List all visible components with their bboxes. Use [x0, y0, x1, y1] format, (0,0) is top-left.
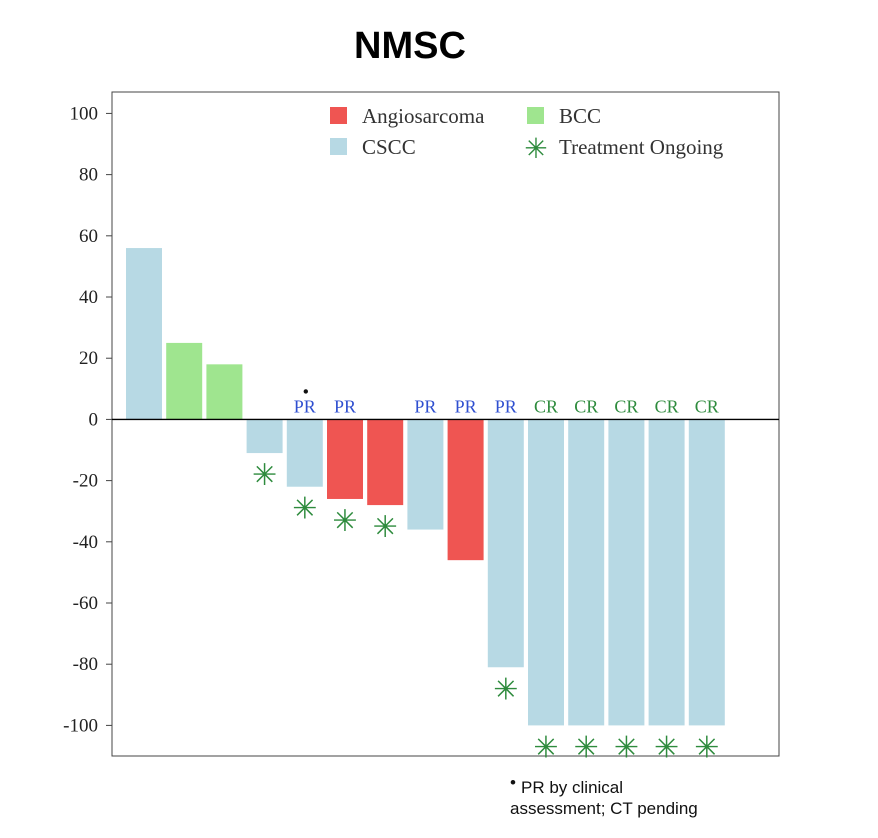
- bar-cscc: [246, 419, 283, 454]
- plot-frame: [111, 91, 780, 757]
- treatment-ongoing-icon: ✳: [614, 730, 639, 765]
- treatment-ongoing-icon: ✳: [694, 730, 719, 765]
- treatment-ongoing-icon: ✳: [654, 730, 679, 765]
- legend-label: CSCC: [362, 135, 416, 159]
- treatment-ongoing-icon: ✳: [373, 510, 398, 545]
- y-tick-label: 100: [70, 103, 99, 124]
- bar-cscc: [648, 419, 685, 726]
- response-label: PR: [334, 396, 356, 416]
- response-label: CR: [655, 396, 679, 416]
- response-label: CR: [614, 396, 638, 416]
- y-tick-label: 40: [79, 287, 98, 308]
- legend-label: BCC: [559, 104, 601, 128]
- footnote: • PR by clinical assessment; CT pending: [510, 773, 698, 818]
- bar-cscc: [608, 419, 645, 726]
- bar-cscc: [126, 248, 162, 420]
- footnote-line: PR by clinical: [521, 778, 623, 797]
- treatment-ongoing-icon: ✳: [574, 730, 599, 765]
- bar-bcc: [206, 364, 243, 420]
- y-tick-label: -100: [63, 715, 98, 736]
- response-label: PR: [294, 396, 316, 416]
- treatment-ongoing-icon: ✳: [493, 672, 518, 707]
- response-label: CR: [574, 396, 598, 416]
- bar-cscc: [688, 419, 725, 726]
- bar-bcc: [166, 342, 203, 420]
- bar-cscc: [407, 419, 444, 530]
- response-label: PR: [414, 396, 436, 416]
- bar-angiosarcoma: [367, 419, 404, 506]
- treatment-ongoing-icon: ✳: [332, 504, 357, 539]
- y-tick-label: -20: [73, 471, 98, 492]
- asterisk-icon: ✳: [524, 132, 547, 165]
- footnote-line: assessment; CT pending: [510, 799, 698, 818]
- treatment-ongoing-icon: ✳: [292, 492, 317, 527]
- bars: ✳ PR ✳ PR ✳ ✳ PR PR PR ✳ CR ✳ CR ✳ CR ✳ CR ✳ CR ✳: [126, 248, 725, 765]
- legend-swatch-bcc: [527, 107, 544, 124]
- bar-cscc: [528, 419, 564, 726]
- response-label: CR: [695, 396, 719, 416]
- treatment-ongoing-icon: ✳: [533, 730, 558, 765]
- y-tick-label: -60: [73, 593, 98, 614]
- response-label: PR: [495, 396, 517, 416]
- legend-swatch-cscc: [330, 138, 347, 155]
- bar-angiosarcoma: [327, 419, 363, 499]
- y-tick-label: 0: [89, 409, 99, 430]
- y-tick-label: 60: [79, 226, 98, 247]
- legend-swatch-angiosarcoma: [330, 107, 347, 124]
- bar-cscc: [568, 419, 605, 726]
- y-tick-label: -80: [73, 654, 98, 675]
- response-label: CR: [534, 396, 558, 416]
- legend-label: Treatment Ongoing: [559, 135, 724, 159]
- y-axis: 100 80 60 40 20 0 -20 -40 -60 -80 -100: [63, 103, 112, 736]
- treatment-ongoing-icon: ✳: [252, 458, 277, 493]
- footnote-marker: [303, 389, 308, 394]
- legend-label: Angiosarcoma: [362, 104, 485, 128]
- response-label: PR: [455, 396, 477, 416]
- y-tick-label: 20: [79, 348, 98, 369]
- bar-cscc: [286, 419, 323, 487]
- y-tick-label: -40: [73, 532, 98, 553]
- bar-cscc: [487, 419, 524, 668]
- bar-angiosarcoma: [447, 419, 484, 561]
- legend: Angiosarcoma BCC CSCC ✳ Treatment Ongoing: [330, 104, 724, 165]
- y-tick-label: 80: [79, 165, 98, 186]
- footnote-bullet: •: [510, 773, 516, 792]
- chart-title: NMSC: [354, 25, 466, 67]
